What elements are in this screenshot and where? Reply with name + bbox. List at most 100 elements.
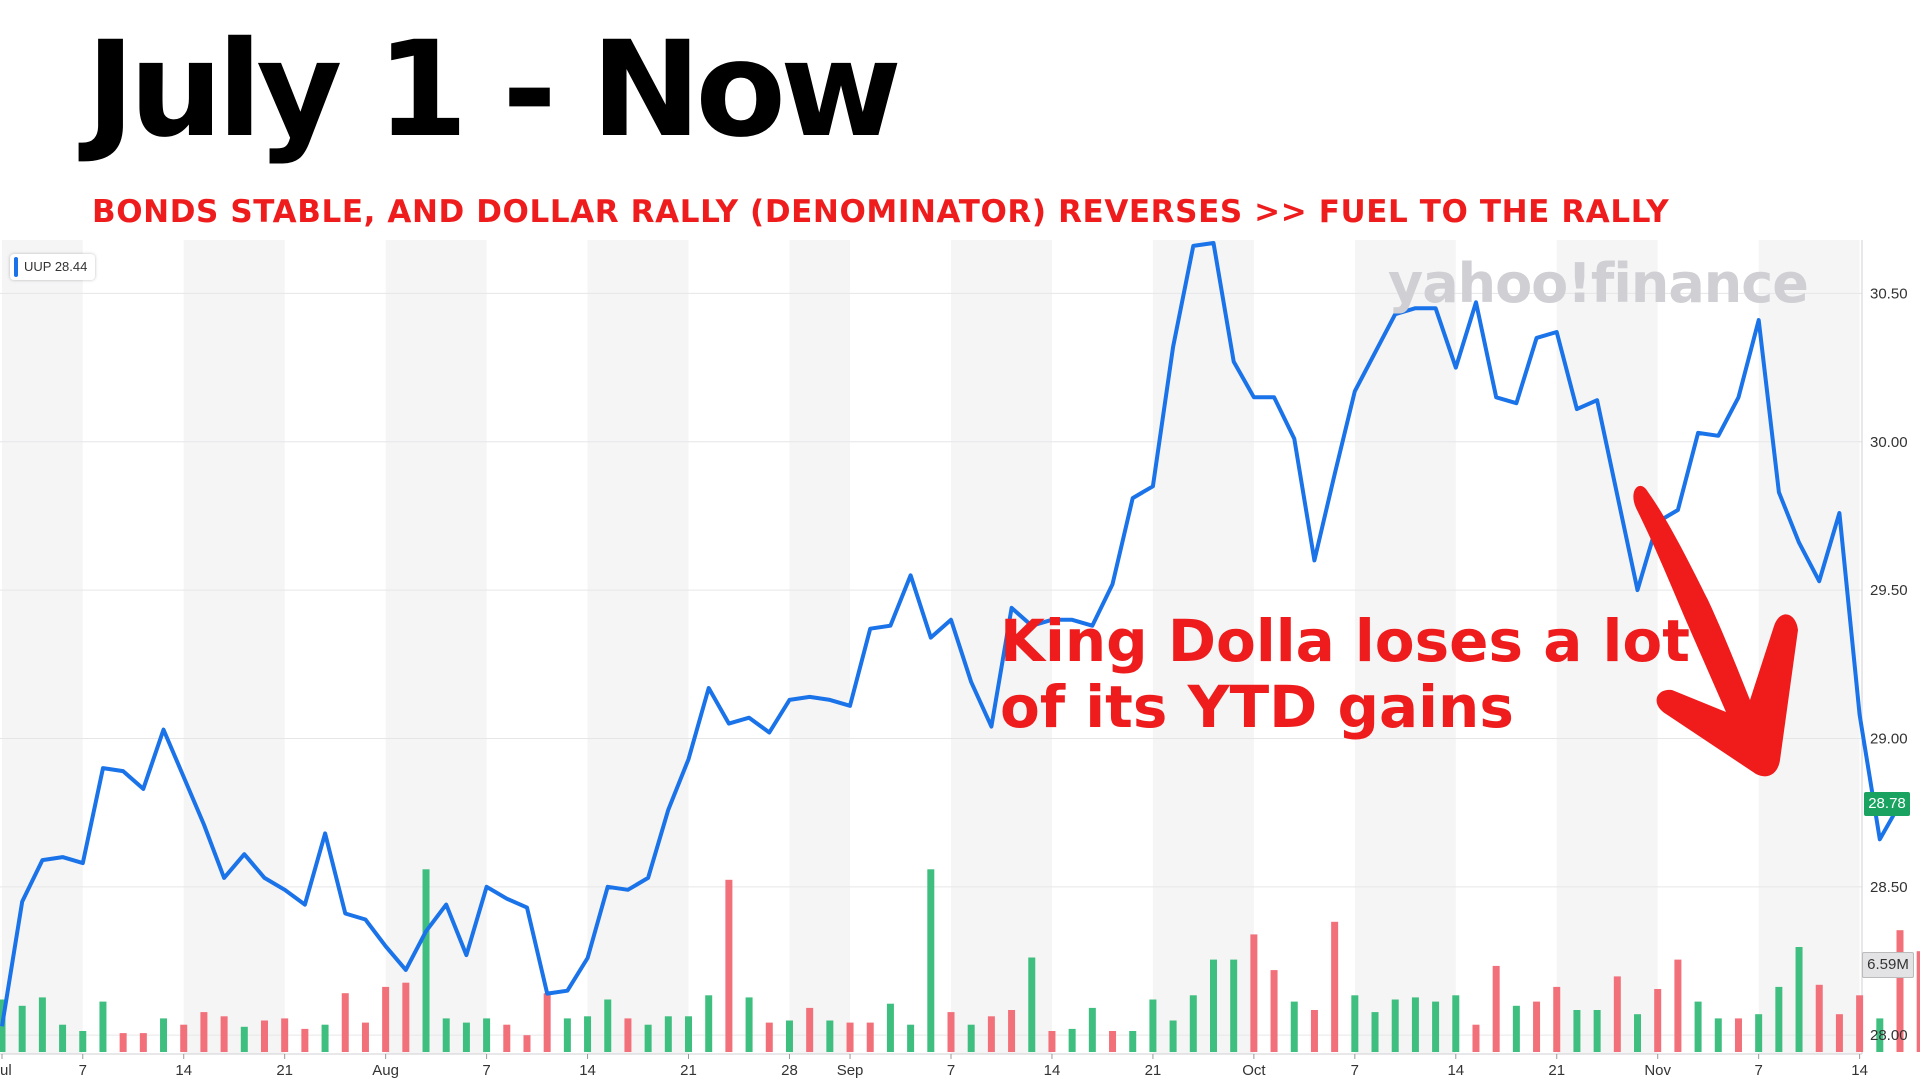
volume-bar	[1512, 1005, 1520, 1052]
x-tick-label: 7	[482, 1062, 490, 1079]
volume-bar	[846, 1022, 854, 1052]
volume-bar	[402, 982, 410, 1052]
price-line	[0, 241, 1902, 1027]
x-tick-label: 14	[1447, 1062, 1464, 1079]
volume-bar	[422, 869, 430, 1052]
volume-bars	[0, 869, 1920, 1052]
volume-bar	[240, 1026, 248, 1052]
legend-badge[interactable]: UUP 28.44	[10, 254, 96, 280]
week-band	[183, 240, 285, 1054]
volume-bar	[1734, 1018, 1742, 1052]
volume-bar	[705, 995, 713, 1052]
volume-bar	[543, 993, 551, 1052]
volume-bar	[341, 993, 349, 1052]
volume-bar	[1371, 1012, 1379, 1052]
volume-bar	[119, 1033, 127, 1052]
x-tick-label: ul	[0, 1062, 12, 1079]
stock-chart[interactable]: 30.50 30.00 29.50 29.00 28.50 28.00 ul 7 14 21 Au…	[0, 238, 1920, 1080]
volume-bar	[1613, 976, 1621, 1052]
current-price-tag: 28.78	[1864, 792, 1910, 816]
volume-bar	[947, 1012, 955, 1052]
volume-bar	[462, 1022, 470, 1052]
x-tick-label: Oct	[1242, 1062, 1266, 1079]
volume-bar	[139, 1033, 147, 1052]
volume-bar	[1674, 959, 1682, 1052]
volume-bar	[1755, 1014, 1763, 1052]
x-tick-label: 7	[947, 1062, 955, 1079]
volume-bar	[1694, 1001, 1702, 1052]
volume-bar	[1391, 999, 1399, 1052]
gridlines	[0, 240, 1863, 1055]
volume-bar	[1411, 997, 1419, 1052]
x-tick-label: 14	[175, 1062, 192, 1079]
y-tick-label: 30.00	[1870, 434, 1908, 451]
volume-bar	[584, 1016, 592, 1052]
volume-bar	[1048, 1031, 1056, 1052]
x-tick-label: 7	[79, 1062, 87, 1079]
volume-bar	[483, 1018, 491, 1052]
page-title: July 1 - Now	[86, 13, 902, 167]
x-tick-label: 14	[579, 1062, 596, 1079]
x-tick-label: 7	[1754, 1062, 1762, 1079]
volume-bar	[1109, 1031, 1117, 1052]
volume-bar	[1310, 1010, 1318, 1052]
week-band	[951, 240, 1052, 1054]
volume-bar	[1714, 1018, 1722, 1052]
volume-bar	[1533, 1001, 1541, 1052]
volume-bar	[1896, 930, 1904, 1052]
volume-bar	[1472, 1024, 1480, 1052]
volume-bar	[806, 1007, 814, 1052]
volume-bar	[220, 1016, 228, 1052]
x-tick-label: 28	[781, 1062, 798, 1079]
volume-bar	[1230, 959, 1238, 1052]
week-band	[1354, 240, 1456, 1054]
volume-bar	[785, 1020, 793, 1052]
volume-bar	[826, 1020, 834, 1052]
volume-bar	[745, 997, 753, 1052]
x-tick-label: 21	[1145, 1062, 1162, 1079]
volume-bar	[1654, 989, 1662, 1052]
volume-bar	[99, 1001, 107, 1052]
page-subtitle: BONDS STABLE, AND DOLLAR RALLY (DENOMINA…	[92, 194, 1670, 230]
volume-bar	[1028, 957, 1036, 1052]
volume-bar	[1573, 1010, 1581, 1052]
volume-bar	[260, 1020, 268, 1052]
volume-bar	[1250, 934, 1258, 1052]
volume-bar	[321, 1024, 329, 1052]
week-band	[1556, 240, 1658, 1054]
volume-bar	[59, 1024, 67, 1052]
volume-bar	[1290, 1001, 1298, 1052]
x-axis: ul 7 14 21 Aug 7 14 21 28 Sep 7 14 21 Oct 7 14 21 Nov 7 14	[0, 1054, 1868, 1079]
volume-bar	[1452, 995, 1460, 1052]
volume-bar	[1149, 999, 1157, 1052]
x-tick-label: 14	[1044, 1062, 1061, 1079]
volume-bar	[38, 997, 46, 1052]
volume-bar	[382, 986, 390, 1052]
volume-bar	[18, 1005, 26, 1052]
volume-bar	[1129, 1031, 1137, 1052]
week-band	[587, 240, 689, 1054]
chart-svg[interactable]: 30.50 30.00 29.50 29.00 28.50 28.00 ul 7 14 21 Au…	[0, 238, 1920, 1080]
volume-bar	[967, 1024, 975, 1052]
yahoo-finance-watermark: yahoo!finance	[1388, 252, 1809, 315]
volume-bar	[1553, 986, 1561, 1052]
volume-bar	[1815, 984, 1823, 1052]
volume-bar	[1492, 965, 1500, 1052]
volume-bar	[987, 1016, 995, 1052]
volume-bar	[725, 879, 733, 1052]
annotation-arrow-icon	[1633, 485, 1798, 777]
volume-bar	[281, 1018, 289, 1052]
volume-bar	[79, 1031, 87, 1052]
volume-bar	[1835, 1014, 1843, 1052]
volume-bar	[200, 1012, 208, 1052]
volume-bar	[1209, 959, 1217, 1052]
y-tick-label: 29.00	[1870, 730, 1908, 747]
week-band	[2, 240, 83, 1054]
volume-bar	[886, 1003, 894, 1052]
x-tick-label: 7	[1351, 1062, 1359, 1079]
y-tick-label: 28.00	[1870, 1027, 1908, 1044]
volume-bar	[1169, 1020, 1177, 1052]
volume-bar	[927, 869, 935, 1052]
volume-bar	[644, 1024, 652, 1052]
volume-bar	[907, 1024, 915, 1052]
